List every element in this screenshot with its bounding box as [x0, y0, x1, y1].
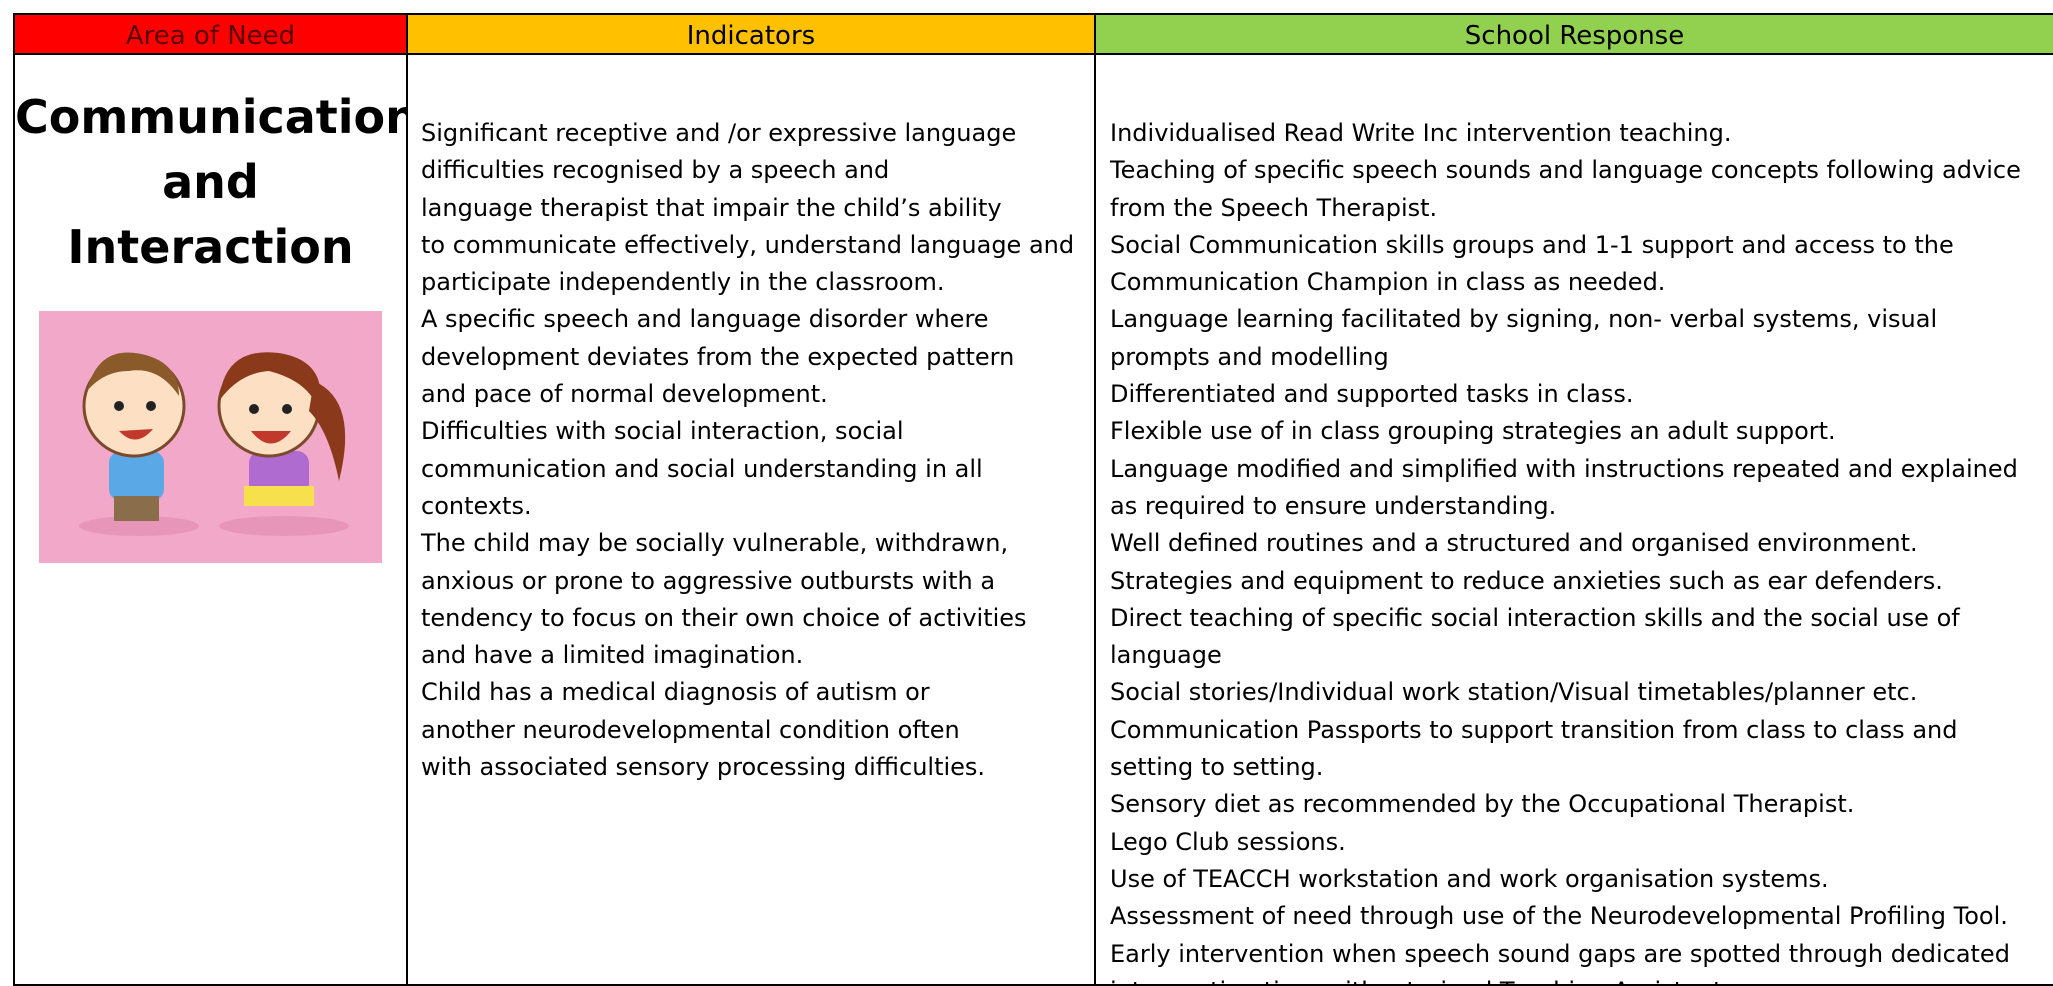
indicator-line: another neurodevelopmental condition oft… [421, 715, 960, 744]
header-cell: Indicators [406, 13, 1096, 55]
response-line: Well defined routines and a structured a… [1110, 529, 1918, 558]
response-line: Language modified and simplified with in… [1110, 454, 2018, 483]
indicator-line: Significant receptive and /or expressive… [421, 119, 1017, 147]
indicators-column: Significant receptive and /or expressive… [406, 53, 1096, 986]
indicator-line: contexts. [421, 491, 532, 520]
responses-column: Individualised Read Write Inc interventi… [1094, 53, 2053, 986]
response-line: Assessment of need through use of the Ne… [1110, 902, 2008, 931]
children-illustration [39, 311, 382, 563]
response-line: as required to ensure understanding. [1110, 491, 1557, 520]
indicator-line: and have a limited imagination. [421, 641, 804, 670]
response-line: Direct teaching of specific social inter… [1110, 603, 1960, 632]
area-title: Communication [15, 90, 408, 144]
response-line: intervention time with a trained Teachin… [1110, 973, 2053, 984]
indicator-line: with associated sensory processing diffi… [421, 753, 986, 782]
indicator-line: A specific speech and language disorder … [421, 305, 989, 334]
response-line: Differentiated and supported tasks in cl… [1110, 380, 1634, 409]
response-line: Flexible use of in class grouping strate… [1110, 417, 1836, 446]
response-line: Language learning facilitated by signing… [1110, 305, 1938, 334]
indicator-line: development deviates from the expected p… [421, 342, 1015, 371]
response-line: Social Communication skills groups and 1… [1110, 230, 1954, 259]
indicator-line: difficulties recognised by a speech and [421, 156, 890, 185]
indicator-line: participate independently in the classro… [421, 268, 945, 297]
header-cell: Area of Need [13, 13, 408, 55]
response-line: setting to setting. [1110, 753, 1324, 782]
area-column: Communication and Interaction [13, 53, 408, 986]
response-line: from the Speech Therapist. [1110, 193, 1438, 222]
indicator-line: language therapist that impair the child… [421, 193, 1002, 222]
response-line: Teaching of specific speech sounds and l… [1110, 156, 2021, 185]
indicator-line: tendency to focus on their own choice of… [421, 603, 1027, 632]
indicator-line: Child has a medical diagnosis of autism … [421, 678, 930, 707]
response-line: prompts and modelling [1110, 342, 1389, 371]
response-line: Sensory diet as recommended by the Occup… [1110, 790, 1855, 819]
response-line: Communication Champion in class as neede… [1110, 268, 1666, 297]
response-line: Early intervention when speech sound gap… [1110, 939, 2010, 968]
indicator-line: Difficulties with social interaction, so… [421, 417, 904, 446]
response-line: Lego Club sessions. [1110, 827, 1346, 856]
response-line: language [1110, 641, 1222, 670]
area-title: and [162, 155, 259, 209]
header-cell: School Response [1094, 13, 2053, 55]
response-line: Communication Passports to support trans… [1110, 715, 1958, 744]
indicator-line: and pace of normal development. [421, 380, 828, 409]
area-title: Interaction [67, 220, 354, 274]
indicator-line: communication and social understanding i… [421, 454, 983, 483]
response-line: Social stories/Individual work station/V… [1110, 678, 1918, 707]
indicator-line: The child may be socially vulnerable, wi… [421, 529, 1009, 558]
indicator-line: to communicate effectively, understand l… [421, 230, 1075, 259]
response-line: Individualised Read Write Inc interventi… [1110, 119, 1732, 147]
response-line: Use of TEACCH workstation and work organ… [1110, 864, 1829, 893]
response-line: Strategies and equipment to reduce anxie… [1110, 566, 1943, 595]
indicator-line: anxious or prone to aggressive outbursts… [421, 566, 996, 595]
